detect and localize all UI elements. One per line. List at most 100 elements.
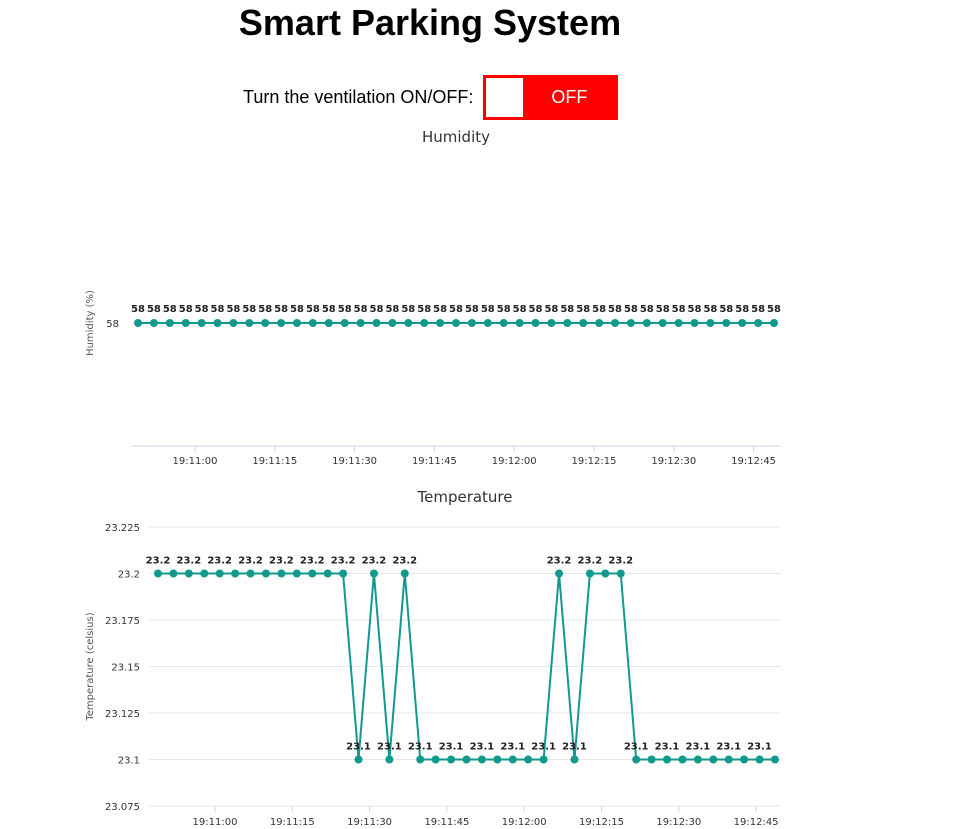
data-point xyxy=(245,319,254,327)
data-point xyxy=(483,319,492,327)
y-tick-label: 23.075 xyxy=(105,802,140,813)
data-point xyxy=(324,319,333,327)
y-axis-title: Humidity (%) xyxy=(85,290,96,356)
chart-humidity: Humidity 58 19:11:00 19:11:15 19:11:30 19:11:… xyxy=(85,128,781,467)
data-label: 58 xyxy=(338,304,352,315)
data-label: 58 xyxy=(576,304,590,315)
data-point xyxy=(436,319,445,327)
x-tick-label: 19:12:00 xyxy=(502,817,547,828)
data-label: 58 xyxy=(640,304,654,315)
data-point xyxy=(292,569,301,578)
ventilation-control: Turn the ventilation ON/OFF: OFF xyxy=(243,74,619,120)
data-label: 23.1 xyxy=(377,742,402,753)
data-label: 58 xyxy=(147,304,161,315)
data-label: 58 xyxy=(242,304,256,315)
data-point xyxy=(356,319,365,327)
data-point xyxy=(277,319,286,327)
data-label: 58 xyxy=(401,304,415,315)
data-point xyxy=(690,319,699,327)
data-label: 23.2 xyxy=(547,556,572,567)
data-label: 58 xyxy=(131,304,145,315)
data-label: 23.2 xyxy=(269,556,294,567)
data-point xyxy=(524,755,533,764)
y-tick-label: 23.225 xyxy=(105,523,140,534)
data-point xyxy=(340,319,349,327)
data-point xyxy=(229,319,238,327)
data-label: 58 xyxy=(544,304,558,315)
data-point xyxy=(452,319,460,327)
data-point xyxy=(709,755,718,764)
data-label: 58 xyxy=(417,304,431,315)
data-label: 58 xyxy=(385,304,399,315)
x-tick-label: 19:12:30 xyxy=(656,817,701,828)
data-label: 58 xyxy=(608,304,622,315)
data-point xyxy=(508,755,517,764)
data-point xyxy=(674,319,683,327)
data-point xyxy=(385,755,394,764)
data-label: 23.1 xyxy=(655,742,680,753)
data-label: 58 xyxy=(560,304,574,315)
data-label: 23.1 xyxy=(500,742,525,753)
data-point xyxy=(647,755,656,764)
data-point xyxy=(420,319,429,327)
data-point xyxy=(200,569,209,578)
data-point xyxy=(642,319,651,327)
data-point xyxy=(632,755,641,764)
data-label: 58 xyxy=(258,304,272,315)
ventilation-toggle[interactable]: OFF xyxy=(483,74,619,120)
data-label: 58 xyxy=(195,304,209,315)
data-label: 58 xyxy=(592,304,606,315)
data-point xyxy=(706,319,715,327)
data-point xyxy=(213,319,222,327)
data-label: 23.1 xyxy=(470,742,495,753)
y-tick-label: 23.15 xyxy=(111,663,140,674)
data-point xyxy=(447,755,456,764)
data-point xyxy=(658,319,667,327)
data-label: 58 xyxy=(656,304,670,315)
data-label: 23.1 xyxy=(686,742,711,753)
data-point xyxy=(515,319,524,327)
data-label: 58 xyxy=(226,304,240,315)
data-point xyxy=(531,319,540,327)
toggle-knob[interactable] xyxy=(486,77,524,117)
data-label: 23.2 xyxy=(238,556,263,567)
data-point xyxy=(149,319,158,327)
x-tick-label: 19:11:30 xyxy=(332,456,377,467)
data-point xyxy=(770,319,778,327)
data-point xyxy=(611,319,619,327)
data-point xyxy=(579,319,588,327)
data-point xyxy=(754,319,763,327)
data-point xyxy=(547,319,556,327)
data-point xyxy=(339,569,348,578)
data-point xyxy=(563,319,572,327)
ventilation-label: Turn the ventilation ON/OFF: xyxy=(243,86,474,107)
data-point xyxy=(585,569,594,578)
data-label: 58 xyxy=(703,304,717,315)
data-point xyxy=(693,755,702,764)
x-tick-label: 19:12:15 xyxy=(572,456,617,467)
data-label: 23.2 xyxy=(146,556,171,567)
data-point xyxy=(404,319,413,327)
data-point xyxy=(372,319,381,327)
data-point xyxy=(678,755,687,764)
chart-title: Humidity xyxy=(422,128,490,146)
data-point xyxy=(369,569,378,578)
data-label: 58 xyxy=(719,304,733,315)
data-point xyxy=(134,319,142,327)
data-label: 23.2 xyxy=(207,556,232,567)
data-point xyxy=(771,755,779,764)
data-point xyxy=(755,755,764,764)
data-point xyxy=(400,569,409,578)
data-label: 23.1 xyxy=(747,742,772,753)
y-tick-label: 23.2 xyxy=(118,570,140,581)
data-point xyxy=(555,569,564,578)
data-point xyxy=(570,755,579,764)
data-point xyxy=(308,319,317,327)
data-label: 58 xyxy=(513,304,527,315)
data-label: 23.1 xyxy=(716,742,741,753)
data-point xyxy=(493,755,502,764)
data-point xyxy=(740,755,749,764)
x-tick-label: 19:11:15 xyxy=(270,817,315,828)
data-label: 58 xyxy=(211,304,225,315)
data-label: 23.1 xyxy=(408,742,433,753)
